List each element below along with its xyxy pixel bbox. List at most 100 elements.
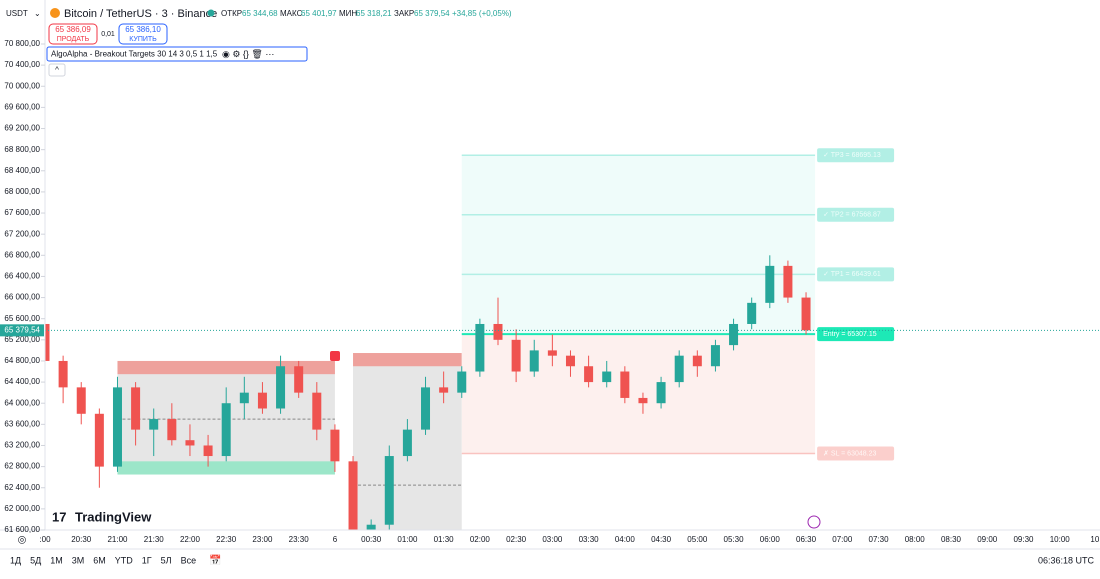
y-tick-label: 62 800,00 — [4, 462, 40, 471]
buy-label: КУПИТЬ — [129, 36, 157, 43]
level-label: ✓ TP1 = 66439.61 — [823, 271, 881, 278]
x-tick-label: 04:30 — [651, 535, 672, 544]
y-tick-label: 66 000,00 — [4, 293, 40, 302]
level-label: ✓ TP3 = 68695.13 — [823, 152, 881, 159]
x-tick-label: :00 — [39, 535, 51, 544]
range-button[interactable]: 6M — [93, 555, 106, 565]
y-tick-label: 68 000,00 — [4, 187, 40, 196]
candle-body — [494, 324, 503, 340]
range-button[interactable]: 1M — [50, 555, 63, 565]
x-tick-label: 01:00 — [397, 535, 418, 544]
x-tick-label: 05:00 — [687, 535, 708, 544]
indicator-icons[interactable]: ◉ ⚙ {} 🗑 ⋯ — [222, 49, 274, 59]
clock: 06:36:18 UTC — [1038, 555, 1095, 565]
y-tick-label: 70 000,00 — [4, 81, 40, 90]
y-tick-label: 68 800,00 — [4, 145, 40, 154]
resistance-band — [353, 353, 462, 366]
candle-body — [113, 387, 122, 466]
candle-body — [330, 430, 339, 462]
sell-label: ПРОДАТЬ — [57, 36, 90, 43]
close-label: ЗАКР — [394, 9, 414, 18]
y-tick-label: 70 400,00 — [4, 60, 40, 69]
y-tick-label: 66 400,00 — [4, 272, 40, 281]
y-tick-label: 69 200,00 — [4, 124, 40, 133]
x-tick-label: 6 — [333, 535, 338, 544]
x-tick-label: 02:30 — [506, 535, 527, 544]
y-tick-label: 63 200,00 — [4, 441, 40, 450]
candle-body — [512, 340, 521, 372]
candle-body — [602, 372, 611, 383]
candle-body — [620, 372, 629, 398]
candle-body — [294, 366, 303, 392]
range-button[interactable]: YTD — [115, 555, 134, 565]
candle-body — [95, 414, 104, 467]
coin-icon — [50, 8, 60, 18]
level-label: Entry = 65307.15 — [823, 331, 877, 338]
y-tick-label: 70 800,00 — [4, 39, 40, 48]
indicator-name: AlgoAlpha - Breakout Targets 30 14 3 0,5… — [51, 50, 218, 59]
signal-marker — [330, 351, 340, 361]
candle-body — [457, 372, 466, 393]
candle-body — [802, 298, 811, 331]
x-tick-label: 22:30 — [216, 535, 237, 544]
x-tick-label: 07:30 — [869, 535, 890, 544]
footer: 1Д 5Д 1M 3M 6M YTD 1Г 5Л Все 📅 — [10, 554, 222, 567]
y-tick-label: 66 800,00 — [4, 250, 40, 259]
candle-body — [185, 440, 194, 445]
candle-body — [675, 356, 684, 382]
x-tick-label: 08:30 — [941, 535, 962, 544]
price-axis — [0, 0, 45, 530]
range-button[interactable]: 1Д — [10, 555, 21, 565]
candle-body — [59, 361, 68, 387]
candle-body — [204, 445, 213, 456]
flash-icon[interactable] — [808, 516, 820, 528]
x-tick-label: 01:30 — [434, 535, 455, 544]
range-button[interactable]: 3M — [72, 555, 85, 565]
range-button[interactable]: Все — [181, 555, 197, 565]
range-button[interactable]: 1Г — [142, 555, 152, 565]
x-tick-label: 10: — [1090, 535, 1100, 544]
y-tick-label: 64 000,00 — [4, 398, 40, 407]
candle-body — [638, 398, 647, 403]
x-tick-label: 09:00 — [977, 535, 998, 544]
calendar-icon[interactable]: 📅 — [209, 554, 221, 567]
x-tick-label: 09:30 — [1013, 535, 1034, 544]
candle-body — [421, 387, 430, 429]
change: +34,85 (+0,05%) — [452, 9, 512, 18]
candle-body — [765, 266, 774, 303]
candle-body — [240, 393, 249, 404]
candle-body — [747, 303, 756, 324]
settings-icon[interactable]: ◎ — [18, 535, 27, 546]
candle-body — [349, 461, 358, 530]
y-tick-label: 64 400,00 — [4, 377, 40, 386]
candle-body — [657, 382, 666, 403]
x-tick-label: 04:00 — [615, 535, 636, 544]
open: 65 344,68 — [242, 9, 278, 18]
candle-body — [385, 456, 394, 525]
symbol[interactable]: Bitcoin / TetherUS · 3 · Binance — [64, 8, 217, 20]
candle-body — [222, 403, 231, 456]
candle-body — [312, 393, 321, 430]
candle-body — [439, 387, 448, 392]
candle-body — [729, 324, 738, 345]
candle-body — [149, 419, 158, 430]
candle-body — [403, 430, 412, 456]
currency[interactable]: USDT — [6, 9, 28, 18]
sell-price: 65 386,09 — [55, 25, 91, 34]
candle-body — [131, 387, 140, 429]
range-button[interactable]: 5Д — [30, 555, 41, 565]
x-tick-label: 00:30 — [361, 535, 382, 544]
x-tick-label: 02:00 — [470, 535, 491, 544]
candle-body — [584, 366, 593, 382]
level-label: ✗ SL = 63048.23 — [823, 449, 876, 457]
candle-body — [276, 366, 285, 408]
range-button[interactable]: 5Л — [161, 555, 172, 565]
y-tick-label: 64 800,00 — [4, 356, 40, 365]
dropdown[interactable]: ⌄ — [34, 9, 41, 18]
x-tick-label: 23:30 — [289, 535, 310, 544]
high-label: МАКС — [280, 9, 303, 18]
candle-body — [711, 345, 720, 366]
spread: 0,01 — [101, 31, 115, 38]
